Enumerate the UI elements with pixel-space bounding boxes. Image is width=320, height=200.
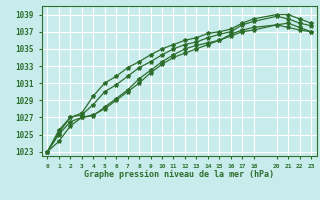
X-axis label: Graphe pression niveau de la mer (hPa): Graphe pression niveau de la mer (hPa) — [84, 170, 274, 179]
